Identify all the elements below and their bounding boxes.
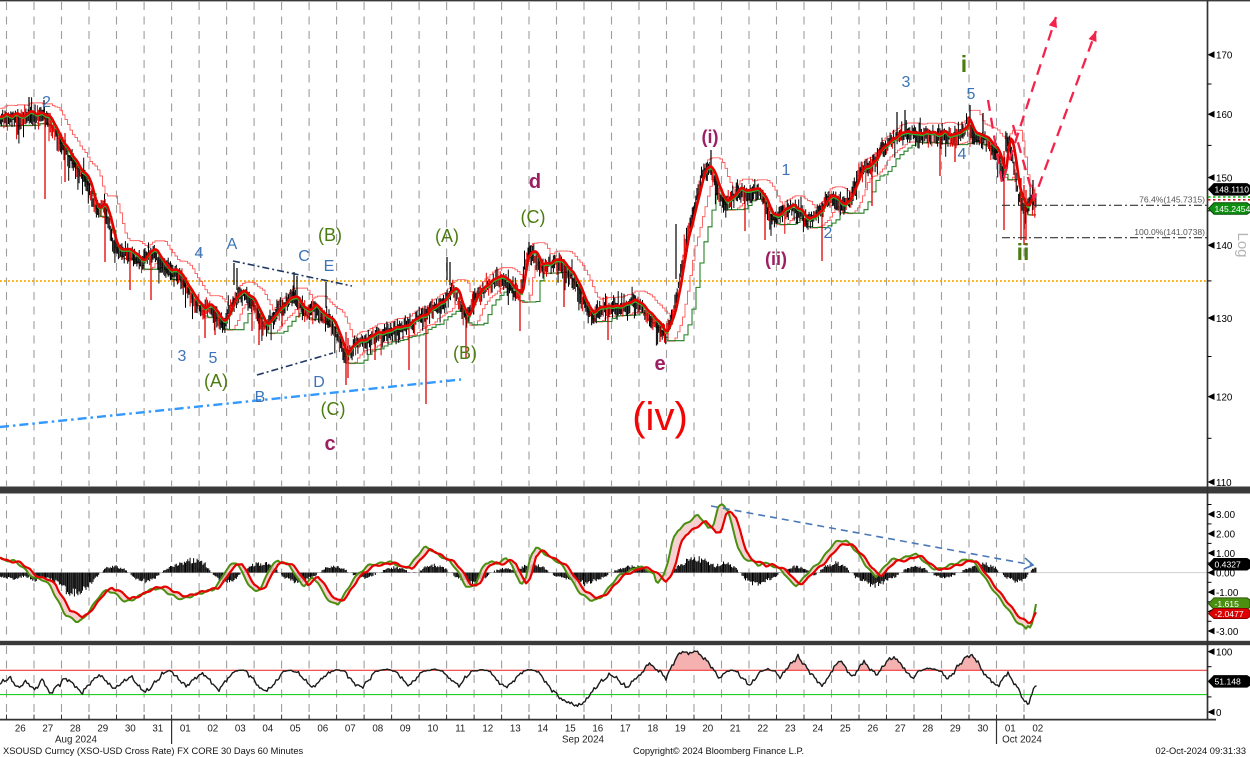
svg-text:02-Oct-2024 09:31:33: 02-Oct-2024 09:31:33 (1156, 746, 1246, 756)
svg-text:11: 11 (455, 724, 465, 735)
svg-text:XSOUSD Curncy (XSO-USD Cross R: XSOUSD Curncy (XSO-USD Cross Rate) FX CO… (3, 746, 304, 756)
svg-text:29: 29 (97, 724, 108, 735)
svg-text:06: 06 (317, 724, 328, 735)
svg-text:Aug 2024: Aug 2024 (55, 735, 97, 746)
svg-text:24: 24 (812, 724, 823, 735)
svg-text:(A): (A) (435, 226, 459, 246)
svg-text:02: 02 (1032, 724, 1043, 735)
svg-text:27: 27 (895, 724, 906, 735)
svg-text:04: 04 (262, 724, 273, 735)
svg-text:-2.0477: -2.0477 (1215, 609, 1244, 619)
svg-text:Oct 2024: Oct 2024 (1002, 735, 1042, 746)
svg-text:20: 20 (702, 724, 713, 735)
svg-text:-1.00: -1.00 (1216, 588, 1239, 599)
svg-text:23: 23 (785, 724, 796, 735)
svg-text:26: 26 (867, 724, 878, 735)
svg-text:140: 140 (1216, 241, 1233, 252)
svg-text:3.00: 3.00 (1216, 510, 1236, 521)
svg-text:1.00: 1.00 (1216, 549, 1236, 560)
svg-text:C: C (298, 248, 310, 265)
svg-text:-3.00: -3.00 (1216, 627, 1239, 638)
svg-text:e: e (654, 353, 665, 375)
svg-text:3: 3 (178, 348, 187, 365)
svg-text:(iv): (iv) (632, 395, 688, 439)
svg-text:01: 01 (180, 724, 191, 735)
svg-text:i: i (961, 51, 967, 77)
svg-text:09: 09 (400, 724, 411, 735)
svg-text:4: 4 (195, 245, 204, 262)
svg-text:148.1110: 148.1110 (1215, 185, 1250, 195)
svg-text:5: 5 (967, 86, 976, 103)
svg-text:2: 2 (42, 94, 51, 111)
svg-text:16: 16 (592, 724, 603, 735)
svg-text:2.00: 2.00 (1216, 530, 1236, 541)
svg-text:(i): (i) (702, 127, 719, 147)
svg-text:51.148: 51.148 (1215, 677, 1242, 687)
svg-text:(A): (A) (204, 371, 228, 391)
svg-text:01: 01 (1005, 724, 1016, 735)
svg-text:14: 14 (537, 724, 548, 735)
svg-text:0.00: 0.00 (1216, 568, 1236, 579)
svg-text:130: 130 (1216, 314, 1233, 325)
svg-text:100.0%(141.0738): 100.0%(141.0738) (1134, 227, 1205, 237)
svg-text:2: 2 (824, 225, 833, 242)
svg-text:170: 170 (1216, 51, 1233, 62)
svg-text:B: B (255, 389, 266, 406)
svg-text:30: 30 (977, 724, 988, 735)
svg-text:27: 27 (42, 724, 53, 735)
svg-text:160: 160 (1216, 110, 1233, 121)
svg-text:10: 10 (427, 724, 438, 735)
svg-text:D: D (313, 374, 325, 391)
svg-text:28: 28 (922, 724, 933, 735)
svg-text:150: 150 (1216, 173, 1233, 184)
svg-text:(C): (C) (321, 399, 346, 419)
svg-text:17: 17 (620, 724, 631, 735)
svg-text:(B): (B) (318, 225, 342, 245)
svg-text:31: 31 (152, 724, 163, 735)
svg-text:0.4327: 0.4327 (1215, 560, 1242, 570)
svg-text:145.2454: 145.2454 (1215, 204, 1250, 214)
svg-text:(ii): (ii) (765, 249, 787, 269)
svg-text:25: 25 (840, 724, 851, 735)
svg-text:18: 18 (647, 724, 658, 735)
svg-text:0: 0 (1216, 708, 1222, 719)
svg-text:(C): (C) (521, 207, 546, 227)
svg-text:Log: Log (1234, 232, 1250, 257)
svg-text:12: 12 (482, 724, 493, 735)
svg-text:5: 5 (209, 350, 218, 367)
svg-text:19: 19 (675, 724, 686, 735)
svg-text:110: 110 (1216, 478, 1232, 489)
svg-text:120: 120 (1216, 392, 1233, 403)
svg-text:(B): (B) (453, 343, 477, 363)
svg-text:30: 30 (125, 724, 136, 735)
svg-text:Sep 2024: Sep 2024 (562, 735, 604, 746)
svg-text:13: 13 (510, 724, 521, 735)
svg-text:29: 29 (950, 724, 961, 735)
svg-text:07: 07 (345, 724, 356, 735)
svg-text:05: 05 (290, 724, 301, 735)
svg-text:3: 3 (902, 74, 911, 91)
svg-text:4: 4 (958, 146, 967, 163)
svg-text:ii: ii (1017, 239, 1030, 265)
svg-text:76.4%(145.7315): 76.4%(145.7315) (1139, 195, 1205, 205)
svg-text:Copyright© 2024 Bloomberg Fina: Copyright© 2024 Bloomberg Finance L.P. (633, 746, 804, 756)
svg-text:22: 22 (757, 724, 768, 735)
svg-text:A: A (227, 236, 238, 253)
svg-text:100: 100 (1216, 647, 1233, 658)
svg-text:08: 08 (372, 724, 383, 735)
svg-text:-1.615: -1.615 (1215, 599, 1240, 609)
svg-text:d: d (529, 171, 541, 193)
svg-text:26: 26 (15, 724, 26, 735)
svg-text:02: 02 (207, 724, 218, 735)
svg-text:15: 15 (565, 724, 576, 735)
svg-text:E: E (324, 258, 335, 275)
svg-text:03: 03 (235, 724, 246, 735)
svg-text:21: 21 (730, 724, 741, 735)
svg-text:c: c (324, 433, 335, 455)
svg-text:28: 28 (70, 724, 81, 735)
svg-text:1: 1 (782, 162, 791, 179)
